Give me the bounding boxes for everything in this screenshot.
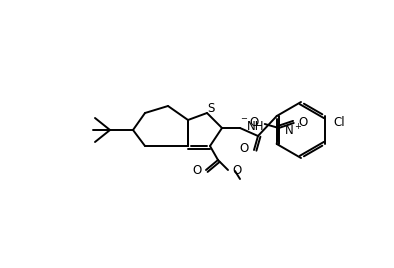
Text: N$^+$: N$^+$ — [284, 123, 302, 139]
Text: O: O — [232, 165, 241, 177]
Text: NH: NH — [247, 121, 264, 133]
Text: O: O — [240, 143, 249, 155]
Text: O: O — [299, 116, 308, 128]
Text: O: O — [193, 163, 202, 177]
Text: Cl: Cl — [333, 116, 345, 128]
Text: $^-$O: $^-$O — [238, 117, 260, 129]
Text: S: S — [207, 102, 215, 114]
